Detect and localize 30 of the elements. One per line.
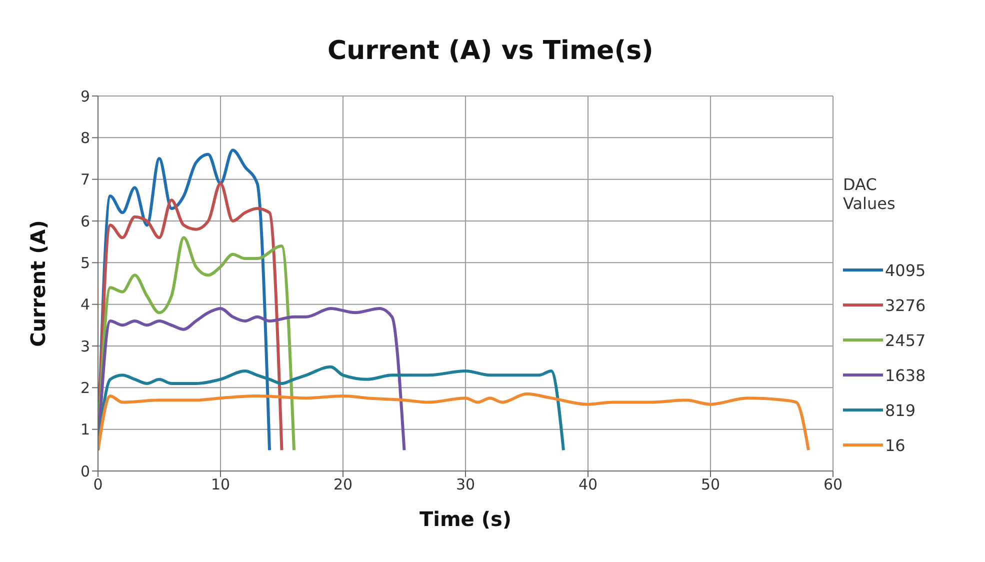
legend-label: 4095 — [885, 260, 926, 280]
legend-title: DAC Values — [843, 174, 896, 212]
y-tick-label: 8 — [80, 128, 90, 147]
y-tick-label: 1 — [80, 420, 90, 439]
x-tick-label: 60 — [823, 476, 843, 494]
x-tick-label: 0 — [93, 476, 103, 494]
line-series — [98, 365, 565, 452]
legend-label: 1638 — [885, 366, 926, 384]
x-axis-title: Time (s) — [419, 507, 512, 531]
x-tick-label: 10 — [210, 476, 230, 494]
y-tick-label: 9 — [80, 87, 90, 106]
y-tick-label: 7 — [80, 170, 90, 189]
x-tick-label: 20 — [333, 476, 353, 494]
x-tick-label: 50 — [700, 476, 720, 494]
y-axis-title: Current (A) — [26, 220, 50, 347]
y-tick-label: 6 — [80, 212, 90, 230]
legend-label: 3276 — [885, 296, 926, 314]
y-tick-label: 0 — [80, 462, 90, 480]
x-tick-label: 30 — [456, 476, 476, 494]
y-tick-label: 2 — [80, 378, 90, 397]
x-tick-label: 40 — [578, 476, 598, 494]
legend-label: 16 — [885, 436, 906, 454]
chart-title: Current (A) vs Time(s) — [326, 35, 654, 68]
line-series — [98, 307, 406, 452]
y-tick-label: 3 — [80, 337, 90, 356]
line-series — [98, 392, 810, 452]
y-tick-label: 5 — [80, 254, 90, 272]
legend-label: 819 — [885, 400, 916, 420]
legend-label: 2457 — [885, 330, 926, 350]
y-tick-label: 4 — [80, 296, 90, 314]
